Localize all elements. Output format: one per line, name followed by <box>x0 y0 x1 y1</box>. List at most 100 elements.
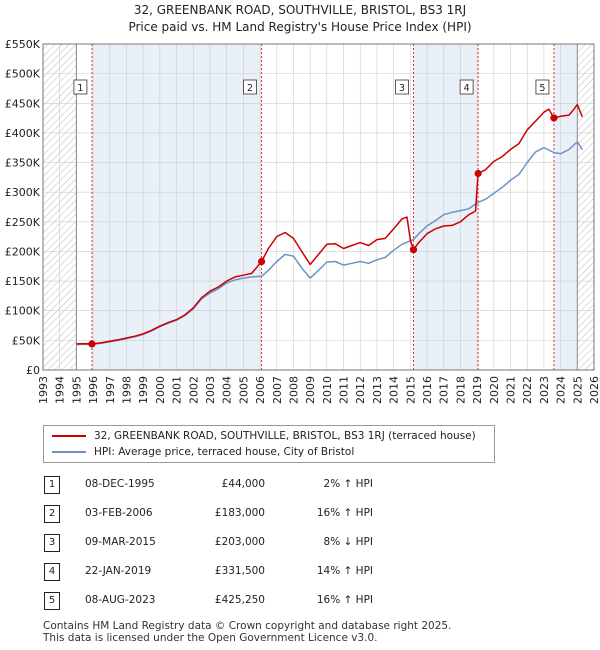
legend-item-property: 32, GREENBANK ROAD, SOUTHVILLE, BRISTOL,… <box>52 428 476 444</box>
y-tick-label: £100K <box>5 305 41 318</box>
chart-title: 32, GREENBANK ROAD, SOUTHVILLE, BRISTOL,… <box>0 2 600 36</box>
sale-date: 08-DEC-1995 <box>85 478 155 490</box>
sale-point <box>409 246 418 254</box>
x-tick-label: 2001 <box>171 376 184 404</box>
x-tick-label: 2009 <box>304 376 317 404</box>
sale-date: 03-FEB-2006 <box>85 507 153 519</box>
sale-number-badge: 5 <box>44 592 60 610</box>
sale-hpi-change: 2% ↑ HPI <box>323 478 373 490</box>
footer-line-1: Contains HM Land Registry data © Crown c… <box>43 620 452 632</box>
x-tick-label: 1999 <box>137 376 150 404</box>
x-tick-label: 2017 <box>438 376 451 404</box>
x-tick-label: 2010 <box>321 376 334 404</box>
x-tick-label: 1994 <box>54 376 67 404</box>
sale-number-badge: 4 <box>44 563 60 581</box>
footer-line-2: This data is licensed under the Open Gov… <box>43 632 378 644</box>
y-tick-label: £350K <box>5 157 41 170</box>
sale-hpi-change: 16% ↑ HPI <box>316 507 373 519</box>
title-line-2: Price paid vs. HM Land Registry's House … <box>128 20 472 34</box>
sale-marker-label: 3 <box>399 83 405 94</box>
sale-point <box>474 169 482 178</box>
x-tick-label: 2004 <box>221 376 234 404</box>
title-line-1: 32, GREENBANK ROAD, SOUTHVILLE, BRISTOL,… <box>133 3 467 17</box>
footer: Contains HM Land Registry data © Crown c… <box>43 620 451 644</box>
x-tick-label: 2018 <box>454 376 467 404</box>
legend-item-hpi: HPI: Average price, terraced house, City… <box>52 444 354 460</box>
sale-hpi-change: 16% ↑ HPI <box>316 594 373 606</box>
y-tick-label: £550K <box>5 38 41 51</box>
sale-price: £331,500 <box>214 565 265 577</box>
y-tick-label: £200K <box>5 245 41 258</box>
sale-date: 08-AUG-2023 <box>85 594 156 606</box>
y-tick-label: £400K <box>5 127 41 140</box>
x-tick-label: 1997 <box>104 376 117 404</box>
sale-row: 5 08-AUG-2023 £425,250 16% ↑ HPI <box>43 592 383 612</box>
y-tick-label: £450K <box>5 97 41 110</box>
sale-marker-label: 4 <box>464 83 470 94</box>
x-tick-label: 1995 <box>70 376 83 404</box>
sale-row: 2 03-FEB-2006 £183,000 16% ↑ HPI <box>43 505 383 525</box>
x-tick-label: 2015 <box>404 376 417 404</box>
sale-price: £183,000 <box>214 507 265 519</box>
sale-point <box>550 114 558 122</box>
sale-row: 4 22-JAN-2019 £331,500 14% ↑ HPI <box>43 563 383 583</box>
x-tick-label: 2008 <box>287 376 300 404</box>
x-tick-label: 2019 <box>471 376 484 404</box>
y-tick-label: £0 <box>26 364 40 377</box>
sale-date: 09-MAR-2015 <box>85 536 156 548</box>
x-tick-label: 1993 <box>37 376 50 404</box>
sale-row: 3 09-MAR-2015 £203,000 8% ↓ HPI <box>43 534 383 554</box>
x-tick-label: 2005 <box>237 376 250 404</box>
sale-marker-box <box>73 79 88 95</box>
y-tick-label: £50K <box>12 334 41 347</box>
x-tick-label: 2013 <box>371 376 384 404</box>
x-tick-label: 2025 <box>571 376 584 404</box>
x-tick-label: 1996 <box>87 376 100 404</box>
hatched-region-after <box>577 44 594 370</box>
sale-row: 1 08-DEC-1995 £44,000 2% ↑ HPI <box>43 476 383 496</box>
sale-date: 22-JAN-2019 <box>85 565 152 577</box>
sale-hpi-change: 8% ↓ HPI <box>323 536 373 548</box>
x-tick-label: 2003 <box>204 376 217 404</box>
sale-number-badge: 2 <box>44 505 60 523</box>
legend-label-hpi: HPI: Average price, terraced house, City… <box>94 446 355 458</box>
legend-swatch-property <box>52 435 86 437</box>
sale-price: £44,000 <box>221 478 265 490</box>
x-tick-label: 2023 <box>538 376 551 404</box>
x-tick-label: 2011 <box>338 376 351 404</box>
x-tick-label: 2016 <box>421 376 434 404</box>
y-tick-label: £250K <box>5 216 41 229</box>
x-tick-label: 1998 <box>120 376 133 404</box>
sale-point <box>88 340 96 348</box>
ownership-band <box>553 44 578 370</box>
x-tick-label: 2000 <box>154 376 167 404</box>
y-tick-label: £150K <box>5 275 41 288</box>
legend-label-property: 32, GREENBANK ROAD, SOUTHVILLE, BRISTOL,… <box>94 430 476 442</box>
sale-price: £425,250 <box>214 594 265 606</box>
sale-marker-label: 1 <box>77 83 83 94</box>
plot-border <box>42 43 595 371</box>
y-tick-label: £300K <box>5 186 41 199</box>
sale-point <box>257 257 266 266</box>
property-price-line <box>76 103 583 345</box>
x-tick-label: 2026 <box>588 376 600 404</box>
x-tick-label: 2014 <box>388 376 401 404</box>
x-tick-label: 2002 <box>187 376 200 404</box>
sale-price: £203,000 <box>214 536 265 548</box>
sale-marker-box <box>395 79 409 95</box>
x-tick-label: 2007 <box>271 376 284 404</box>
price-chart: £0 £50K £100K £150K £200K £250K £300K £350K £400… <box>5 38 600 404</box>
sale-marker-box <box>243 79 257 95</box>
legend-swatch-hpi <box>52 451 86 453</box>
x-tick-label: 2006 <box>254 376 267 404</box>
sale-hpi-change: 14% ↑ HPI <box>316 565 373 577</box>
legend: 32, GREENBANK ROAD, SOUTHVILLE, BRISTOL,… <box>43 425 495 463</box>
x-tick-label: 2012 <box>354 376 367 404</box>
sale-marker-label: 2 <box>247 83 253 94</box>
ownership-band <box>413 44 479 370</box>
x-tick-label: 2022 <box>521 376 534 404</box>
sale-marker-box <box>459 79 474 95</box>
x-tick-label: 2020 <box>488 376 501 404</box>
sale-number-badge: 3 <box>44 534 60 552</box>
sale-number-badge: 1 <box>44 476 60 494</box>
